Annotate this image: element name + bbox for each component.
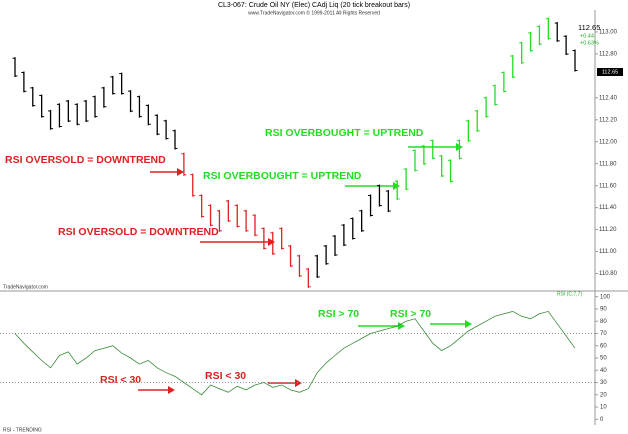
annotation: RSI > 70: [390, 308, 431, 320]
y-tick-label: 113.00: [599, 30, 618, 36]
chart-title: CL3-067: Crude Oil NY (Elec) CAdj Liq (2…: [218, 2, 410, 9]
rsi-tick-label: 80: [600, 319, 607, 325]
arrowhead: [177, 168, 184, 176]
rsi-line: [14, 310, 576, 396]
source-label: TradeNavigator.com: [3, 284, 48, 290]
rsi-tick-label: 0: [600, 417, 604, 423]
change: +0.44: [580, 33, 594, 39]
annotation: RSI < 30: [205, 370, 246, 382]
annotations: RSI OVERSOLD = DOWNTREND RSI OVERSOLD = …: [5, 127, 431, 386]
price-tag: 112.65: [602, 69, 618, 75]
y-tick-label: 110.80: [599, 271, 618, 277]
y-tick-label: 112.80: [599, 51, 618, 57]
rsi-tick-label: 50: [600, 356, 607, 362]
rsi-tick-label: 70: [600, 331, 607, 337]
annotation: RSI > 70: [318, 308, 359, 320]
footer: RSI - TRENDING: [3, 427, 42, 433]
arrows: [138, 143, 472, 394]
arrowhead: [393, 182, 400, 190]
y-tick-label: 111.40: [599, 205, 617, 211]
y-tick-label: 111.60: [599, 183, 617, 189]
arrowhead: [295, 379, 302, 387]
rsi-tick-label: 10: [600, 405, 607, 411]
change-pct: +0.63%: [580, 40, 599, 46]
rsi-legend: RSI (C,7,7): [557, 291, 582, 297]
y-tick-label: 111.00: [599, 249, 617, 255]
last-price: 112.65: [578, 23, 600, 32]
arrowhead: [465, 320, 472, 328]
y-tick-label: 111.80: [599, 161, 617, 167]
y-tick-label: 112.20: [599, 117, 618, 123]
y-tick-label: 112.00: [599, 139, 618, 145]
rsi-tick-label: 40: [600, 368, 607, 374]
rsi-tick-label: 90: [600, 307, 607, 313]
annotation: RSI OVERBOUGHT = UPTREND: [265, 127, 424, 139]
y-tick-label: 112.40: [599, 95, 618, 101]
y-tick-label: 111.20: [599, 227, 617, 233]
annotation: RSI < 30: [100, 374, 141, 386]
chart-subtitle: www.TradeNavigator.com © 1999-2011 All R…: [248, 9, 380, 16]
rsi-tick-label: 60: [600, 343, 607, 349]
rsi-tick-label: 30: [600, 380, 607, 386]
rsi-tick-label: 20: [600, 392, 607, 398]
rsi-tick-label: 100: [600, 294, 611, 300]
price-tag-box: [597, 68, 623, 76]
arrowhead: [168, 386, 175, 394]
arrowhead: [398, 322, 405, 330]
annotation: RSI OVERBOUGHT = UPTREND: [203, 170, 362, 182]
annotation: RSI OVERSOLD = DOWNTREND: [58, 226, 219, 238]
arrowhead: [268, 238, 275, 246]
annotation: RSI OVERSOLD = DOWNTREND: [5, 154, 166, 166]
